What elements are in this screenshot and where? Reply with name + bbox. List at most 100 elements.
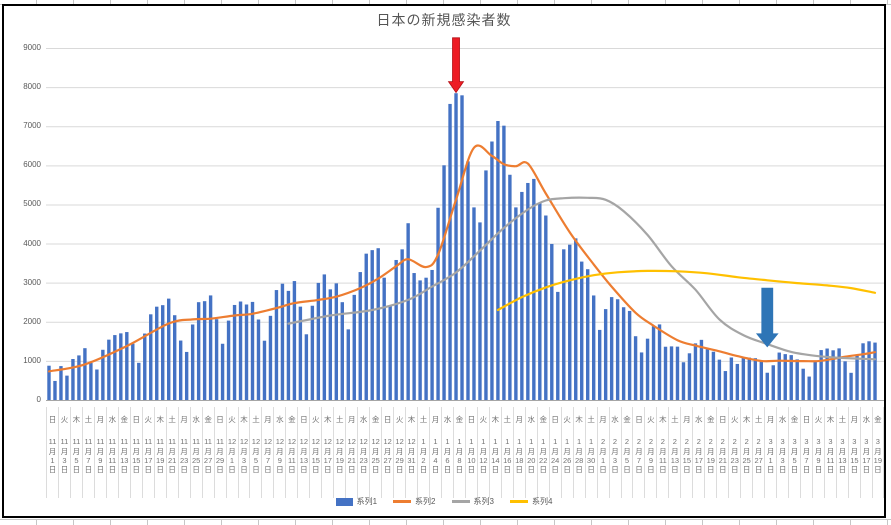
legend-item-series1[interactable]: 系列1: [335, 496, 378, 507]
x-axis-tick-label: 月 12 月 21 日: [345, 407, 357, 498]
x-axis-tick-label: 火 1 月 26 日: [560, 407, 573, 498]
x-axis-tick-label: 日 11 月 29 日: [213, 407, 226, 498]
x-axis-tick-label: 日 12 月 27 日: [381, 407, 393, 498]
x-axis-tick-label: 土 2 月 27 日: [752, 407, 764, 498]
y-axis-tick-label: 4000: [23, 238, 41, 248]
x-axis-tick-label: 火 12 月 15 日: [309, 407, 321, 498]
legend-swatch-series4: [509, 500, 528, 503]
x-axis-tick-label: 月 11 月 23 日: [177, 407, 190, 498]
spreadsheet-bottom-grid: [0, 519, 891, 525]
x-axis-tick-label: 日 11 月 1 日: [46, 407, 58, 498]
x-axis-tick-label: 金 1 月 22 日: [536, 407, 549, 498]
x-axis-tick-label: 木 11 月 5 日: [69, 407, 82, 498]
legend-item-series4[interactable]: 系列4: [509, 496, 553, 507]
red-arrow-annotation[interactable]: [447, 37, 465, 94]
y-axis-tick-label: 8000: [23, 82, 41, 92]
x-axis-tick-label: 木 1 月 28 日: [572, 407, 585, 498]
x-axis-tick-label: 土 1 月 16 日: [500, 407, 513, 498]
x-axis-tick-label: 日 11 月 15 日: [129, 407, 142, 498]
x-axis-tick-label: 木 12 月 17 日: [321, 407, 333, 498]
x-axis-tick-label: 月 1 月 18 日: [512, 407, 525, 498]
x-axis-tick-label: 木 3 月 11 日: [823, 407, 836, 498]
x-axis-tick-label: 土 1 月 30 日: [584, 407, 597, 498]
x-axis-tick-label: 金 11 月 13 日: [117, 407, 130, 498]
x-axis-tick-label: 木 2 月 11 日: [656, 407, 668, 498]
x-axis-tick-label: 火 11 月 3 日: [57, 407, 70, 498]
bar-series-1[interactable]: [47, 93, 877, 401]
x-axis-tick-label: 木 11 月 19 日: [153, 407, 166, 498]
x-axis-tick-label: 金 3 月 19 日: [871, 407, 884, 498]
y-axis-tick-label: 0: [36, 395, 41, 404]
x-axis-tick-label: 月 3 月 15 日: [847, 407, 860, 498]
y-axis-tick-label: 5000: [23, 199, 41, 209]
x-axis-tick-label: 金 2 月 19 日: [704, 407, 716, 498]
x-axis-tick-label: 土 2 月 13 日: [668, 407, 680, 498]
x-axis-tick-label: 土 11 月 7 日: [81, 407, 94, 498]
legend: 系列1 系列2 系列3 系列4: [4, 496, 884, 507]
plot-area[interactable]: [46, 37, 884, 401]
x-axis-tick-label: 日 12 月 13 日: [297, 407, 309, 498]
x-axis-tick-label: 水 1 月 20 日: [524, 407, 537, 498]
x-axis-tick-label: 火 12 月 1 日: [225, 407, 238, 498]
x-axis-tick-label: 水 3 月 17 日: [859, 407, 872, 498]
x-axis-tick-label: 日 1 月 10 日: [464, 407, 477, 498]
x-axis-tick-label: 水 12 月 23 日: [357, 407, 369, 498]
y-axis-tick-label: 7000: [23, 121, 41, 131]
y-axis-tick-label: 6000: [23, 160, 41, 170]
legend-item-series2[interactable]: 系列2: [393, 496, 436, 507]
x-axis-tick-label: 金 12 月 11 日: [285, 407, 297, 498]
x-axis-tick-label: 木 1 月 14 日: [488, 407, 501, 498]
x-axis-tick-label: 水 11 月 11 日: [105, 407, 118, 498]
x-axis-tick-label: 土 3 月 13 日: [835, 407, 848, 498]
x-axis-tick-label: 月 12 月 7 日: [261, 407, 273, 498]
x-axis-tick-label: 木 12 月 3 日: [237, 407, 250, 498]
x-axis-tick-label: 火 11 月 17 日: [141, 407, 154, 498]
legend-label-series1: 系列1: [356, 497, 378, 506]
legend-swatch-series1: [335, 497, 353, 506]
legend-label-series3: 系列3: [473, 497, 494, 506]
legend-swatch-series3: [451, 500, 470, 503]
x-axis: 日 11 月 1 日火 11 月 3 日木 11 月 5 日土 11 月 7 日月 11 月 9 日水 11 月 11 日金 11…: [46, 407, 884, 498]
x-axis-tick-label: 火 2 月 23 日: [728, 407, 740, 498]
x-axis-tick-label: 木 12 月 31 日: [405, 407, 417, 498]
x-axis-tick-label: 木 2 月 25 日: [740, 407, 752, 498]
x-axis-tick-label: 水 12 月 9 日: [273, 407, 285, 498]
x-axis-tick-label: 土 11 月 21 日: [165, 407, 178, 498]
x-axis-tick-label: 日 2 月 21 日: [716, 407, 728, 498]
legend-item-series3[interactable]: 系列3: [451, 496, 494, 507]
line-series-2[interactable]: [47, 144, 877, 373]
x-axis-tick-label: 土 12 月 5 日: [249, 407, 261, 498]
line-series-4[interactable]: [496, 269, 877, 312]
y-axis-tick-label: 9000: [23, 43, 41, 52]
x-axis-tick-label: 火 1 月 12 日: [476, 407, 489, 498]
x-axis-tick-label: 水 11 月 25 日: [189, 407, 202, 498]
x-axis-tick-label: 水 2 月 17 日: [692, 407, 704, 498]
y-axis-tick-label: 1000: [23, 355, 41, 365]
x-axis-tick-label: 日 1 月 24 日: [548, 407, 561, 498]
x-axis-tick-label: 月 11 月 9 日: [93, 407, 106, 498]
chart-canvas[interactable]: 日本の新規感染者数 0 1000 2000 3000 4000 5000 6000 7000 8…: [2, 4, 886, 518]
legend-swatch-series2: [393, 500, 412, 503]
x-axis-tick-label: 金 12 月 25 日: [369, 407, 381, 498]
y-axis-tick-label: 2000: [23, 316, 41, 326]
legend-label-series2: 系列2: [415, 497, 436, 506]
blue-arrow-annotation[interactable]: [755, 287, 779, 348]
legend-label-series4: 系列4: [531, 497, 553, 506]
x-axis-tick-label: 火 12 月 29 日: [393, 407, 405, 498]
chart-title[interactable]: 日本の新規感染者数: [376, 12, 512, 28]
x-axis-tick-label: 月 2 月 15 日: [680, 407, 692, 498]
x-axis-tick-label: 金 11 月 27 日: [201, 407, 214, 498]
